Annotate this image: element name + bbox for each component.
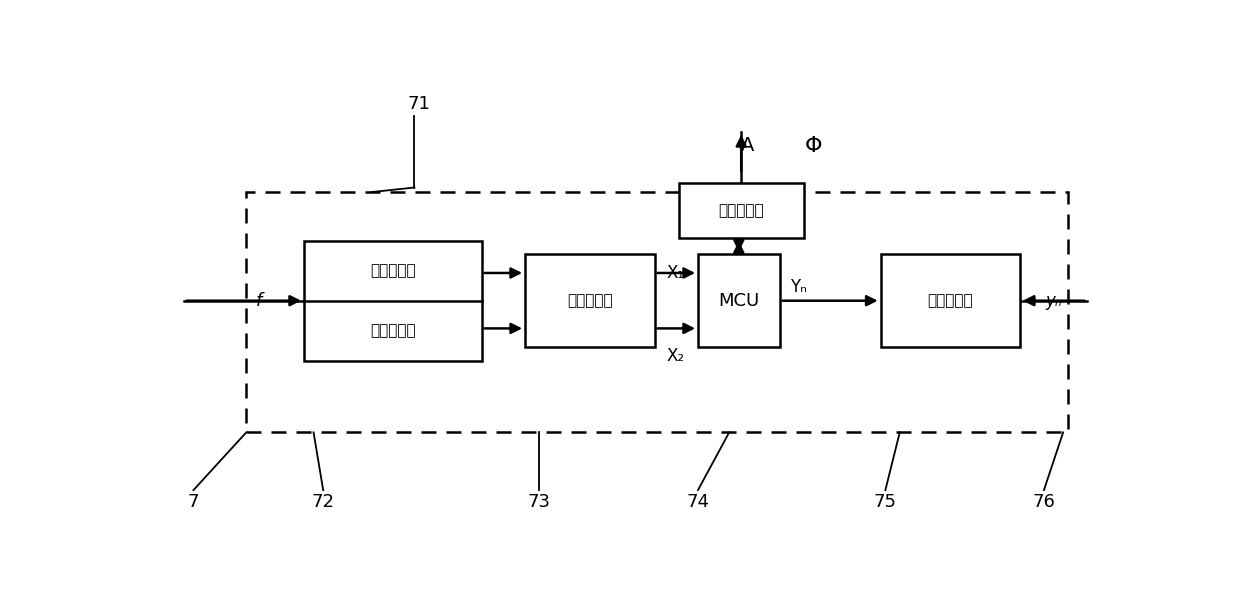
- Text: 7: 7: [187, 493, 200, 511]
- Bar: [698, 254, 780, 347]
- Text: 余弦发生器: 余弦发生器: [370, 263, 415, 278]
- Text: X₂: X₂: [667, 347, 684, 365]
- Bar: [304, 241, 481, 361]
- Bar: [525, 254, 655, 347]
- Text: 正弦发生器: 正弦发生器: [370, 323, 415, 338]
- Text: Φ: Φ: [805, 136, 822, 156]
- Text: 75: 75: [874, 493, 897, 511]
- Bar: [678, 183, 804, 238]
- Text: 72: 72: [311, 493, 335, 511]
- Text: 第一内存器: 第一内存器: [567, 293, 613, 308]
- Text: MCU: MCU: [718, 292, 759, 310]
- Text: A: A: [742, 136, 755, 155]
- Text: 71: 71: [408, 95, 430, 113]
- Text: Yₙ: Yₙ: [790, 278, 807, 296]
- Text: 第三内存器: 第三内存器: [928, 293, 973, 308]
- Text: 73: 73: [528, 493, 551, 511]
- Bar: [247, 192, 1068, 433]
- Text: yₙ: yₙ: [1045, 292, 1061, 310]
- Text: 第二内存器: 第二内存器: [718, 203, 764, 218]
- Bar: [880, 254, 1019, 347]
- Text: f: f: [255, 292, 262, 310]
- Text: 76: 76: [1033, 493, 1055, 511]
- Text: 74: 74: [687, 493, 709, 511]
- Text: X₁: X₁: [667, 264, 684, 282]
